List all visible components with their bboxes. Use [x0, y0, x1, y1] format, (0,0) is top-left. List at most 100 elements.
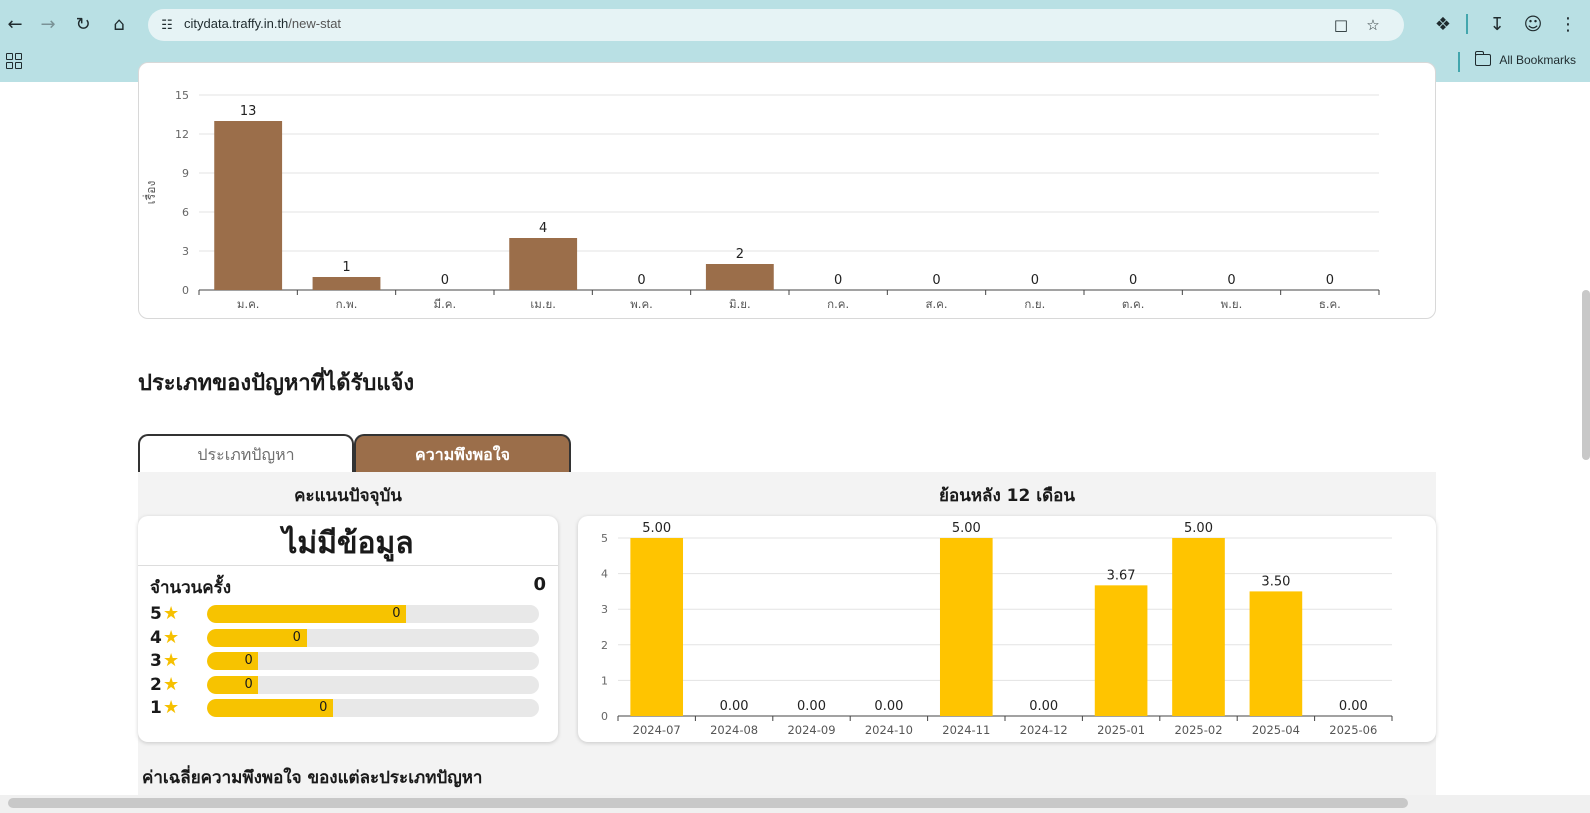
forward-icon[interactable]: → [40, 13, 56, 35]
monthly-reports-chart: 0 3 6 9 12 15 13 ม.ค. 1 ก.พ. 0 มี.ค. 4 เม.ย. 0 พ.ค. 2 มิ.… [142, 89, 1380, 311]
monthly-value-label: 0 [1227, 273, 1235, 288]
history-x-tick: 2025-02 [1174, 723, 1222, 737]
star-icon: ★ [163, 650, 180, 671]
rating-bar-fill [207, 675, 259, 694]
toolbar-separator [1466, 14, 1468, 34]
history-bar[interactable] [1249, 591, 1303, 716]
home-icon[interactable]: ⌂ [113, 13, 125, 35]
rating-bar-fill [207, 628, 307, 647]
history-value-label: 0.00 [874, 699, 903, 714]
monthly-x-tick: มี.ค. [434, 297, 457, 311]
monthly-y-tick: 12 [175, 128, 189, 141]
monthly-y-label: เรื่อง [142, 181, 158, 205]
all-bookmarks-button[interactable]: All Bookmarks [1474, 51, 1576, 67]
rating-bar-value: 0 [392, 606, 401, 621]
monthly-x-tick: พ.ย. [1221, 297, 1243, 311]
monthly-bar[interactable] [705, 264, 774, 290]
reload-icon[interactable]: ↻ [75, 13, 91, 35]
menu-icon[interactable]: ⋮ [1559, 13, 1577, 35]
rating-bar-fill [207, 652, 259, 670]
history-x-tick: 2025-04 [1252, 723, 1300, 737]
history-x-tick: 2024-08 [710, 723, 758, 737]
monthly-bar[interactable] [509, 238, 578, 290]
rating-row-1: 1 ★ 0 [150, 697, 548, 718]
monthly-x-tick: ม.ค. [237, 297, 260, 311]
apps-grid-icon[interactable] [4, 51, 24, 71]
back-icon[interactable]: ← [7, 13, 23, 35]
monthly-x-tick: พ.ค. [630, 297, 653, 311]
monthly-x-tick: ก.ค. [827, 297, 849, 311]
profile-icon[interactable]: ☺ [1523, 13, 1543, 35]
install-app-icon[interactable]: □ [1333, 16, 1349, 34]
history-value-label: 0.00 [797, 699, 826, 714]
satisfaction-panel: คะแนนปัจจุบัน ย้อนหลัง 12 เดือน ไม่มีข้อ… [138, 472, 1436, 813]
satisfaction-history-chart: 0 1 2 3 4 5 5.00 2024-07 0.00 2024-08 0.00 2024-09 0… [601, 521, 1393, 737]
current-score-card: ไม่มีข้อมูล จำนวนครั้ง 0 5 ★ 0 4 ★ 0 3 ★ 0 2 ★ 0 1 ★ 0 [138, 516, 558, 742]
monthly-value-label: 0 [637, 273, 645, 288]
url-host: citydata.traffy.in.th [184, 16, 289, 31]
monthly-x-tick: ก.พ. [336, 297, 358, 311]
monthly-x-tick: ธ.ค. [1319, 297, 1341, 311]
monthly-x-tick: ส.ค. [925, 297, 947, 311]
monthly-value-label: 0 [441, 273, 449, 288]
history-y-tick: 1 [601, 674, 608, 687]
tab-problem-type[interactable]: ประเภทปัญหา [138, 434, 354, 474]
history-bar[interactable] [939, 538, 993, 716]
monthly-y-tick: 0 [182, 284, 189, 297]
count-value: 0 [533, 574, 546, 595]
monthly-value-label: 0 [1031, 273, 1039, 288]
vertical-scrollbar[interactable] [1582, 290, 1590, 460]
section-title: ประเภทของปัญหาที่ได้รับแจ้ง [138, 371, 415, 396]
history-value-label: 5.00 [1184, 521, 1213, 536]
history-value-label: 3.67 [1107, 568, 1136, 583]
history-x-tick: 2025-06 [1329, 723, 1377, 737]
extensions-icon[interactable]: ❖ [1434, 13, 1452, 35]
history-bar[interactable] [1172, 538, 1225, 716]
rating-star-count: 4 [150, 627, 162, 648]
site-info-icon[interactable]: ☷ [161, 17, 173, 33]
no-data-text: ไม่มีข้อมูล [282, 526, 414, 561]
monthly-value-label: 13 [240, 104, 257, 119]
rating-bar-value: 0 [319, 700, 328, 715]
monthly-y-tick: 3 [182, 245, 189, 258]
rating-bar-track: 0 [207, 699, 539, 717]
history-y-tick: 4 [601, 568, 608, 581]
horizontal-scroll-thumb[interactable] [8, 798, 1408, 808]
monthly-bar[interactable] [312, 277, 381, 290]
horizontal-scrollbar[interactable] [0, 795, 1590, 813]
rating-star-count: 5 [150, 604, 162, 624]
monthly-x-tick: เม.ย. [530, 297, 556, 311]
monthly-y-tick: 6 [182, 206, 189, 219]
monthly-value-label: 0 [834, 273, 842, 288]
tab-satisfaction[interactable]: ความพึงพอใจ [354, 434, 571, 474]
rating-bar-value: 0 [244, 676, 253, 692]
monthly-y-tick: 15 [175, 89, 189, 102]
monthly-reports-card: 0 3 6 9 12 15 13 ม.ค. 1 ก.พ. 0 มี.ค. 4 เม.ย. 0 พ.ค. 2 มิ.… [138, 62, 1436, 319]
rating-star-count: 3 [150, 651, 162, 671]
bookmark-star-icon[interactable]: ☆ [1366, 16, 1380, 34]
rating-star-count: 1 [150, 698, 162, 718]
rating-row-2: 2 ★ 0 [150, 674, 548, 695]
score-divider [138, 565, 558, 566]
page-content: 0 3 6 9 12 15 13 ม.ค. 1 ก.พ. 0 มี.ค. 4 เม.ย. 0 พ.ค. 2 มิ.… [0, 62, 1590, 813]
history-x-tick: 2024-12 [1020, 723, 1068, 737]
rating-bar-value: 0 [292, 629, 301, 645]
history-x-tick: 2024-11 [942, 723, 990, 737]
rating-bar-value: 0 [244, 653, 253, 668]
monthly-bar[interactable] [214, 121, 283, 290]
monthly-value-label: 1 [342, 260, 350, 275]
history-heading: ย้อนหลัง 12 เดือน [939, 486, 1075, 506]
history-value-label: 5.00 [952, 521, 981, 536]
rating-row-3: 3 ★ 0 [150, 650, 548, 671]
history-bar[interactable] [630, 538, 684, 716]
history-card: 0 1 2 3 4 5 5.00 2024-07 0.00 2024-08 0.00 2024-09 0… [578, 516, 1436, 742]
rating-bar-track: 0 [207, 605, 539, 623]
bookmarks-separator [1458, 52, 1460, 72]
address-bar[interactable]: ☷ citydata.traffy.in.th/new-stat □ ☆ [148, 9, 1404, 41]
monthly-value-label: 0 [1326, 273, 1334, 288]
download-icon[interactable]: ↧ [1489, 13, 1505, 35]
history-bar[interactable] [1094, 585, 1148, 716]
history-y-tick: 0 [601, 710, 608, 723]
monthly-y-tick: 9 [182, 167, 189, 180]
url-text[interactable]: citydata.traffy.in.th/new-stat [184, 16, 341, 31]
